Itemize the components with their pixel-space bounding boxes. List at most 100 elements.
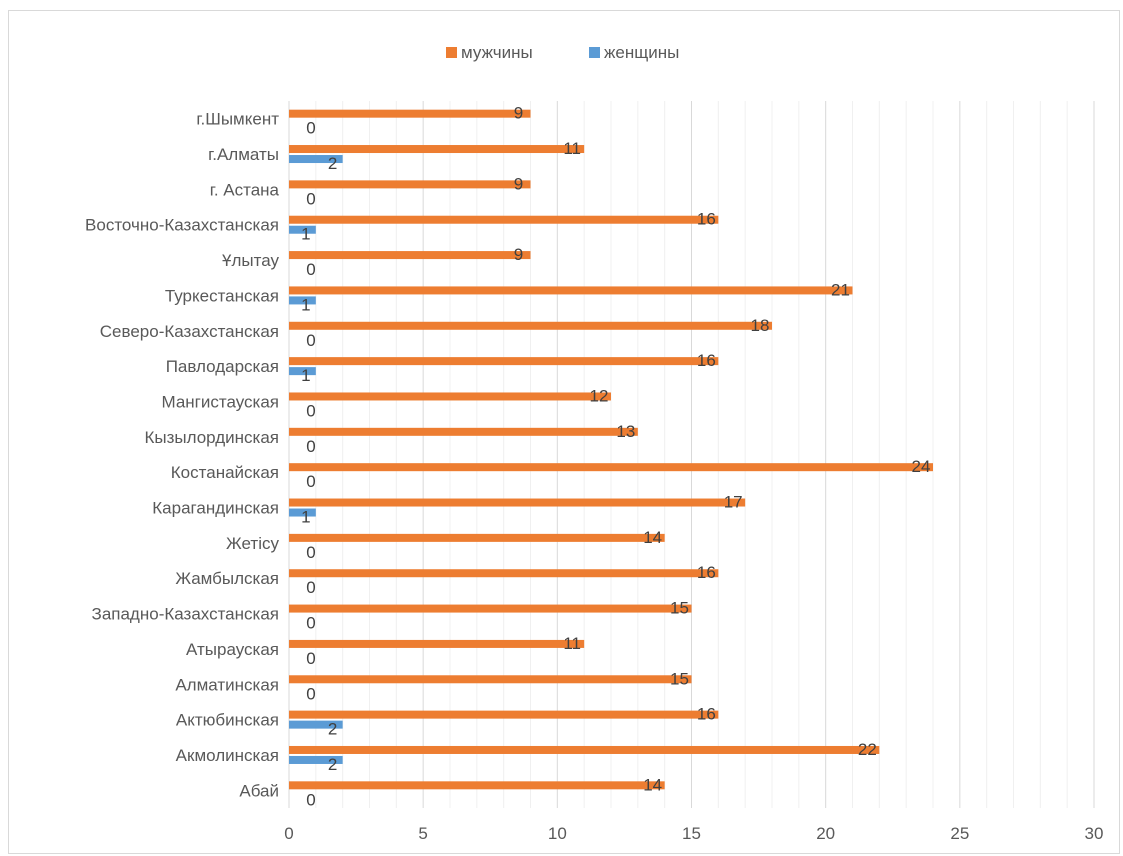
bar-male [289,498,746,507]
bar-male [289,180,531,189]
bar-female [289,720,343,729]
data-label-male: 14 [643,528,662,547]
gridlines [288,101,1095,808]
category-label: Актюбинская [176,711,279,730]
bars [289,109,933,790]
data-label-female: 1 [301,225,310,244]
bar-male [289,639,585,648]
bar-female [289,367,316,376]
category-label: Жамбылская [175,569,279,588]
data-label-female: 0 [306,684,315,703]
legend-swatch-male [446,47,457,58]
legend-swatch-female [589,47,600,58]
bar-male [289,745,880,754]
bar-male [289,286,853,295]
data-label-male: 16 [697,705,716,724]
bar-female [289,508,316,517]
bar-male [289,781,665,790]
data-label-female: 0 [306,437,315,456]
legend-label-female: женщины [604,43,679,62]
bar-male [289,710,719,719]
legend-label-male: мужчины [461,43,533,62]
category-label: Акмолинская [176,746,279,765]
category-label: Ұлытау [222,251,279,270]
x-tick-label: 10 [548,824,567,843]
legend: мужчины женщины [446,43,679,62]
category-label: Туркестанская [165,286,279,305]
data-labels: 1402221621501101501601401712401301201611… [301,104,930,810]
data-label-male: 14 [643,775,662,794]
category-label: Абай [239,781,279,800]
bar-male [289,533,665,542]
data-label-female: 0 [306,578,315,597]
bar-male [289,215,719,224]
x-tick-label: 25 [950,824,969,843]
data-label-female: 2 [328,755,337,774]
category-label: Атырауская [186,640,279,659]
data-label-female: 1 [301,295,310,314]
data-label-male: 11 [563,139,581,158]
data-label-male: 15 [670,669,689,688]
data-label-male: 22 [858,740,877,759]
x-tick-label: 0 [284,824,293,843]
data-label-female: 0 [306,119,315,138]
data-label-female: 0 [306,614,315,633]
bar-female [289,755,343,764]
data-label-male: 21 [831,280,850,299]
data-label-female: 1 [301,366,310,385]
category-label: Восточно-Казахстанская [85,216,279,235]
data-label-female: 0 [306,790,315,809]
bar-male [289,145,585,154]
x-tick-label: 20 [816,824,835,843]
data-label-female: 2 [328,720,337,739]
data-label-male: 15 [670,599,689,618]
category-label: Карагандинская [152,499,279,518]
data-label-male: 16 [697,351,716,370]
bar-male [289,604,692,613]
data-label-male: 13 [616,422,635,441]
data-label-male: 12 [590,386,609,405]
bar-female [289,155,343,164]
chart-area: 0 5 10 15 20 25 30 Абай Акмолинская Актюбинская А… [8,10,1120,854]
category-label: г. Астана [210,180,280,199]
bar-female [289,225,316,234]
x-tick-label: 30 [1085,824,1104,843]
x-tick-label: 15 [682,824,701,843]
data-label-female: 0 [306,472,315,491]
bar-male [289,357,719,366]
data-label-male: 9 [514,174,523,193]
category-label: г.Шымкент [196,110,279,129]
bar-male [289,675,692,684]
category-label: Северо-Казахстанская [100,322,279,341]
bar-male [289,251,531,260]
category-label: Костанайская [171,463,279,482]
data-label-male: 16 [697,210,716,229]
category-label: Павлодарская [166,357,279,376]
data-label-male: 16 [697,563,716,582]
data-label-male: 18 [751,316,770,335]
data-label-female: 0 [306,189,315,208]
bar-female [289,296,316,305]
x-tick-label: 5 [418,824,427,843]
data-label-male: 9 [514,245,523,264]
data-label-female: 0 [306,543,315,562]
data-label-male: 9 [514,104,523,123]
data-label-female: 0 [306,260,315,279]
data-label-female: 0 [306,649,315,668]
category-label: Жетісу [226,534,279,553]
data-label-female: 2 [328,154,337,173]
category-label: Западно-Казахстанская [92,605,279,624]
bar-male [289,321,772,330]
category-label: Алматинская [175,675,279,694]
data-label-female: 0 [306,331,315,350]
data-label-female: 1 [301,508,310,527]
data-label-male: 11 [563,634,581,653]
bar-male [289,463,933,472]
category-label: г.Алматы [208,145,279,164]
data-label-female: 0 [306,401,315,420]
category-label: Кызылординская [144,428,279,447]
bar-male [289,392,611,401]
data-label-male: 17 [724,493,743,512]
category-label: Мангистауская [161,392,279,411]
